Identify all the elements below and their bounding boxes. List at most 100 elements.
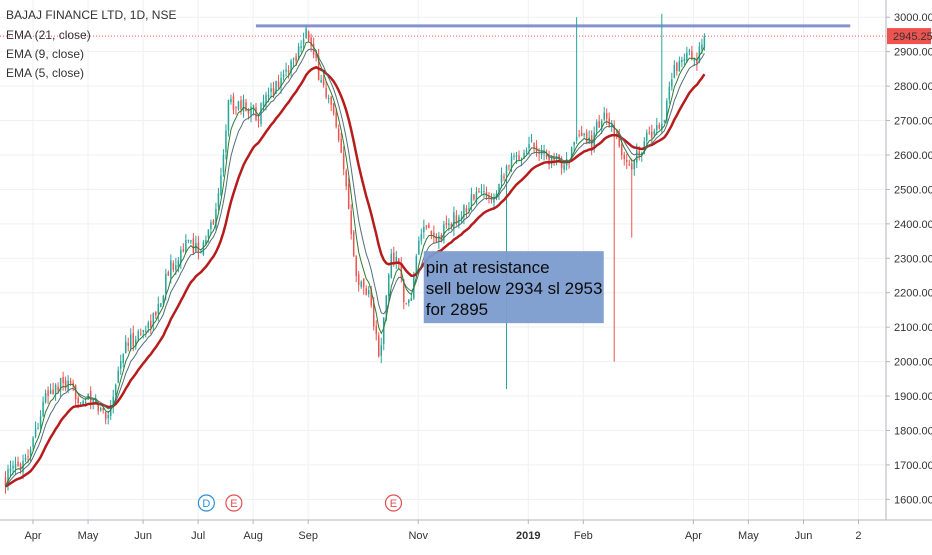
candle-body — [656, 125, 658, 131]
candle-body — [12, 465, 14, 469]
candle-body — [468, 208, 470, 210]
candle-body — [335, 112, 337, 127]
annotation-layer[interactable]: pin at resistance sell below 2934 sl 2953… — [423, 251, 604, 324]
candle-body — [315, 52, 317, 58]
candle-body — [64, 380, 67, 389]
candle-body — [337, 128, 340, 140]
candle-body — [372, 303, 375, 327]
candle-body — [495, 193, 498, 197]
candle-body — [280, 77, 282, 87]
candle-body — [127, 343, 129, 346]
y-tick-label: 2500.00 — [894, 184, 932, 196]
price-axis[interactable]: 3000.00 2900.00 2800.00 2700.00 2600.00 2500.… — [885, 0, 932, 550]
candle — [150, 314, 152, 335]
candle-body — [295, 56, 297, 62]
candle-body — [307, 31, 310, 41]
candle-body — [360, 281, 362, 287]
candle-body — [508, 165, 510, 167]
candle — [222, 149, 225, 177]
candle-body — [357, 274, 360, 286]
annotation-line-1: sell below 2934 sl 2953 — [426, 279, 603, 298]
candle-body — [145, 330, 147, 332]
candle-body — [540, 151, 543, 156]
x-tick-label: 2019 — [516, 530, 540, 542]
x-tick-label: Aug — [243, 530, 263, 542]
candle — [300, 40, 302, 53]
candle-body — [633, 160, 636, 170]
candle-body — [445, 222, 448, 225]
candle — [656, 117, 658, 136]
time-axis-bg — [0, 520, 932, 550]
y-tick-label: 3000.00 — [894, 12, 932, 24]
candle — [453, 206, 455, 236]
candle-body — [443, 224, 445, 241]
candle — [37, 422, 39, 430]
candle-body — [114, 384, 117, 396]
candle-body — [585, 132, 588, 143]
candle-body — [340, 139, 342, 153]
candle-body — [242, 99, 245, 112]
candle-body — [207, 229, 210, 238]
time-axis[interactable]: Apr May Jun Jul Aug Sep Nov 2019 Feb Apr May Jun 2 — [0, 519, 932, 550]
candle-body — [388, 274, 390, 297]
annotation-box — [423, 251, 604, 324]
candle-body — [415, 256, 418, 277]
candle-body — [631, 163, 633, 170]
y-tick-label: 2200.00 — [894, 288, 932, 300]
candle — [9, 460, 12, 478]
candle-body — [7, 469, 9, 485]
x-tick-label: Apr — [685, 530, 702, 542]
event-label: E — [230, 498, 237, 510]
candle-body — [122, 354, 124, 364]
candle — [104, 411, 107, 425]
candle — [465, 205, 468, 218]
candle-body — [34, 428, 37, 437]
candle-body — [570, 147, 573, 162]
candle — [585, 129, 588, 145]
candle-body — [523, 152, 525, 159]
candle — [52, 382, 54, 395]
event-marker-2[interactable]: E — [384, 494, 403, 512]
legend-ema-21[interactable]: EMA (21, close) — [6, 28, 91, 42]
y-tick-label: 1600.00 — [894, 494, 932, 506]
candle-body — [683, 58, 686, 61]
candle-body — [119, 361, 122, 369]
candle-body — [155, 311, 157, 316]
candle — [605, 108, 608, 126]
candle-body — [227, 100, 230, 131]
candle-body — [398, 258, 400, 262]
legend-ema-9[interactable]: EMA (9, close) — [6, 47, 84, 61]
candle — [132, 325, 135, 352]
candle — [433, 225, 435, 244]
candle — [408, 299, 410, 307]
candle-body — [180, 250, 182, 263]
legend: BAJAJ FINANCE LTD, 1D, NSE EMA (21, clos… — [6, 8, 176, 80]
candle-body — [69, 381, 72, 383]
event-marker-0[interactable]: D — [197, 494, 215, 512]
candle — [698, 41, 701, 64]
candle — [320, 74, 322, 83]
candle — [688, 48, 691, 56]
candle-body — [693, 57, 696, 61]
candle-body — [210, 222, 212, 229]
legend-ema-5[interactable]: EMA (5, close) — [6, 66, 84, 80]
candle — [362, 278, 365, 295]
candle — [62, 371, 64, 391]
event-marker-1[interactable]: E — [225, 494, 243, 512]
candle-body — [267, 94, 270, 97]
candle-body — [67, 380, 69, 391]
candle-body — [658, 124, 661, 129]
candle — [180, 246, 182, 269]
candle-body — [625, 160, 628, 162]
candle-body — [37, 427, 39, 429]
candle-body — [285, 69, 287, 72]
candle-body — [47, 390, 49, 397]
candle — [678, 56, 681, 72]
candle — [285, 62, 287, 77]
candle-body — [678, 61, 681, 72]
candle — [673, 60, 676, 79]
y-tick-label: 2000.00 — [894, 357, 932, 369]
candle — [375, 320, 377, 341]
